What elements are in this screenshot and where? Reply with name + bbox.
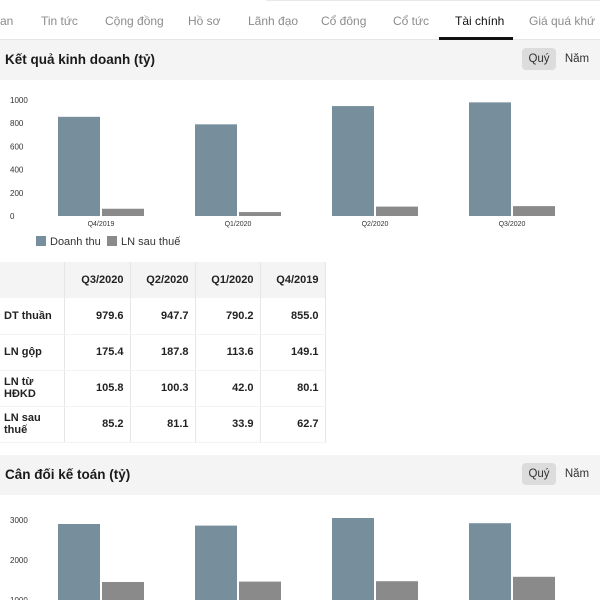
bar-series-1[interactable] (469, 523, 511, 600)
bar-series-1[interactable] (332, 518, 374, 600)
x-tick-label: Q1/2020 (225, 221, 252, 228)
bar-series-2[interactable] (239, 581, 281, 600)
income-quarter-button[interactable]: Quý (522, 48, 556, 70)
table-header-cell: Q1/2020 (195, 262, 261, 298)
x-tick-label: Q3/2020 (499, 221, 526, 228)
table-cell: 149.1 (260, 334, 326, 371)
legend-item-net-profit: LN sau thuế (107, 236, 180, 248)
x-tick-label: Q4/2019 (88, 221, 115, 228)
bar-series-1[interactable] (332, 106, 374, 216)
tab-partial[interactable]: an (0, 14, 14, 28)
active-tab-indicator (439, 37, 513, 40)
table-row: DT thuần 979.6 947.7 790.2 855.0 (0, 298, 326, 335)
y-tick-label: 0 (10, 212, 15, 221)
table-cell: 42.0 (195, 370, 261, 407)
table-row-label: LN gộp (0, 334, 65, 371)
table-row-label: DT thuần (0, 298, 65, 335)
legend-swatch-revenue (36, 236, 46, 246)
table-cell: 80.1 (260, 370, 326, 407)
table-cell: 187.8 (130, 334, 196, 371)
table-cell: 105.8 (64, 370, 131, 407)
table-cell: 175.4 (64, 334, 131, 371)
bar-series-2[interactable] (102, 208, 144, 216)
income-table: Q3/2020 Q2/2020 Q1/2020 Q4/2019 DT thuần… (0, 262, 326, 443)
tab-community[interactable]: Cộng đồng (105, 14, 164, 28)
table-cell: 979.6 (64, 298, 131, 335)
table-cell: 62.7 (260, 406, 326, 443)
tab-news[interactable]: Tin tức (41, 14, 78, 28)
table-header-cell: Q4/2019 (260, 262, 326, 298)
tab-bar-top-border (266, 0, 600, 1)
balance-quarter-button[interactable]: Quý (522, 463, 556, 485)
bar-series-1[interactable] (58, 116, 100, 216)
bar-series-2[interactable] (513, 206, 555, 216)
income-year-button[interactable]: Năm (564, 53, 590, 65)
table-row: LN sau thuế 85.2 81.1 33.9 62.7 (0, 406, 326, 443)
tab-bar: an Tin tức Cộng đồng Hồ sơ Lãnh đạo Cổ đ… (0, 0, 600, 40)
tab-finance[interactable]: Tài chính (455, 14, 505, 28)
table-header-cell: Q3/2020 (64, 262, 131, 298)
tab-dividends[interactable]: Cổ tức (393, 14, 430, 28)
bar-series-1[interactable] (58, 524, 100, 600)
table-row: LN từ HĐKD 105.8 100.3 42.0 80.1 (0, 370, 326, 407)
y-tick-label: 1000 (10, 596, 28, 600)
bar-series-1[interactable] (469, 102, 511, 216)
table-cell: 113.6 (195, 334, 261, 371)
y-tick-label: 800 (10, 119, 24, 128)
legend-swatch-net-profit (107, 236, 117, 246)
income-section-title: Kết quả kinh doanh (tỷ) (5, 52, 155, 67)
bar-series-2[interactable] (239, 212, 281, 216)
tab-price-history[interactable]: Giá quá khứ (529, 14, 596, 28)
legend-label-revenue: Doanh thu (50, 236, 101, 248)
y-tick-label: 200 (10, 189, 24, 198)
table-header-blank (0, 262, 65, 298)
balance-section-header: Cân đối kế toán (tỷ) Quý Năm (0, 455, 600, 495)
y-tick-label: 3000 (10, 516, 28, 525)
tab-leadership[interactable]: Lãnh đạo (248, 14, 299, 28)
tab-profile[interactable]: Hồ sơ (188, 14, 221, 28)
tab-shareholders[interactable]: Cổ đông (321, 14, 367, 28)
table-cell: 81.1 (130, 406, 196, 443)
table-cell: 85.2 (64, 406, 131, 443)
legend-label-net-profit: LN sau thuế (121, 236, 181, 248)
balance-section-title: Cân đối kế toán (tỷ) (5, 467, 131, 482)
y-tick-label: 1000 (10, 96, 28, 105)
y-tick-label: 600 (10, 142, 24, 151)
table-cell: 947.7 (130, 298, 196, 335)
balance-chart: 1000 2000 3000 (10, 516, 555, 600)
bar-series-1[interactable] (195, 525, 237, 600)
table-header-row: Q3/2020 Q2/2020 Q1/2020 Q4/2019 (0, 262, 326, 298)
bar-series-2[interactable] (513, 576, 555, 600)
y-tick-label: 2000 (10, 556, 28, 565)
x-tick-label: Q2/2020 (362, 221, 389, 228)
table-row-label: LN từ HĐKD (0, 370, 65, 407)
bar-series-2[interactable] (102, 582, 144, 600)
table-cell: 855.0 (260, 298, 326, 335)
table-row-label: LN sau thuế (0, 406, 65, 443)
y-tick-label: 400 (10, 166, 24, 175)
table-cell: 100.3 (130, 370, 196, 407)
legend-item-revenue: Doanh thu (36, 236, 101, 248)
bar-series-2[interactable] (376, 206, 418, 216)
table-cell: 790.2 (195, 298, 261, 335)
table-cell: 33.9 (195, 406, 261, 443)
balance-year-button[interactable]: Năm (564, 468, 590, 480)
income-section-header: Kết quả kinh doanh (tỷ) Quý Năm (0, 40, 600, 80)
bar-series-1[interactable] (195, 124, 237, 216)
table-row: LN gộp 175.4 187.8 113.6 149.1 (0, 334, 326, 371)
income-chart: 0 200 400 600 800 1000 Q4/2019 Q1/2020 Q2/2020 Q3… (10, 96, 555, 228)
table-header-cell: Q2/2020 (130, 262, 196, 298)
bar-series-2[interactable] (376, 581, 418, 600)
